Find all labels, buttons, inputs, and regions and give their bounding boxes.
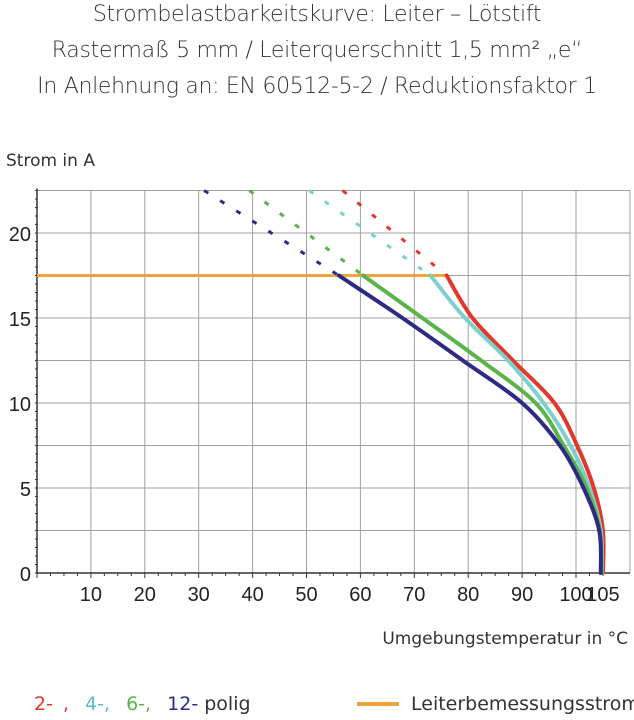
legend-2-polig: 2- xyxy=(34,693,53,715)
legend-12-polig: 12- xyxy=(167,693,199,715)
series-dashed-2 xyxy=(341,189,448,277)
series-legend: 2-, 4-, 6-, 12- polig xyxy=(34,693,251,715)
x-tick-label: 20 xyxy=(134,584,156,606)
y-tick-label: 15 xyxy=(9,309,31,331)
title-line-3: In Anlehnung an: EN 60512-5-2 / Reduktio… xyxy=(37,74,597,99)
series-line-12 xyxy=(336,273,603,575)
y-tick-label: 0 xyxy=(20,564,31,586)
x-tick-label: 10 xyxy=(80,584,102,606)
series-dashed-12 xyxy=(203,189,340,277)
legend-4-polig: 4- xyxy=(85,693,104,715)
x-tick-label: 100 xyxy=(559,584,592,606)
x-tick-label: 80 xyxy=(457,584,479,606)
x-axis-label: Umgebungstemperatur in °C xyxy=(382,629,628,649)
y-axis-label: Strom in A xyxy=(6,151,95,171)
y-tick-label: 20 xyxy=(9,224,31,246)
series-line-2 xyxy=(444,273,606,575)
x-tick-label: 50 xyxy=(295,584,317,606)
legend-suffix: polig xyxy=(204,693,251,715)
legend-6-polig: 6- xyxy=(126,693,146,715)
y-tick-label: 10 xyxy=(9,394,31,416)
x-tick-label: 90 xyxy=(511,584,533,606)
x-tick-label: 30 xyxy=(188,584,210,606)
x-tick-label: 70 xyxy=(403,584,425,606)
reference-legend-label: Leiterbemessungsstrom xyxy=(411,693,634,715)
title-line-1: Strombelastbarkeitskurve: Leiter – Lötst… xyxy=(92,2,542,27)
title-line-2: Rastermaß 5 mm / Leiterquerschnitt 1,5 m… xyxy=(51,38,583,63)
x-tick-label: 105 xyxy=(586,584,619,606)
reference-legend: Leiterbemessungsstrom xyxy=(357,693,634,715)
reference-legend-swatch xyxy=(357,702,399,706)
y-tick-label: 5 xyxy=(20,479,31,501)
series-dashed-6 xyxy=(248,189,364,277)
x-tick-label: 60 xyxy=(349,584,371,606)
x-tick-label: 40 xyxy=(241,584,263,606)
